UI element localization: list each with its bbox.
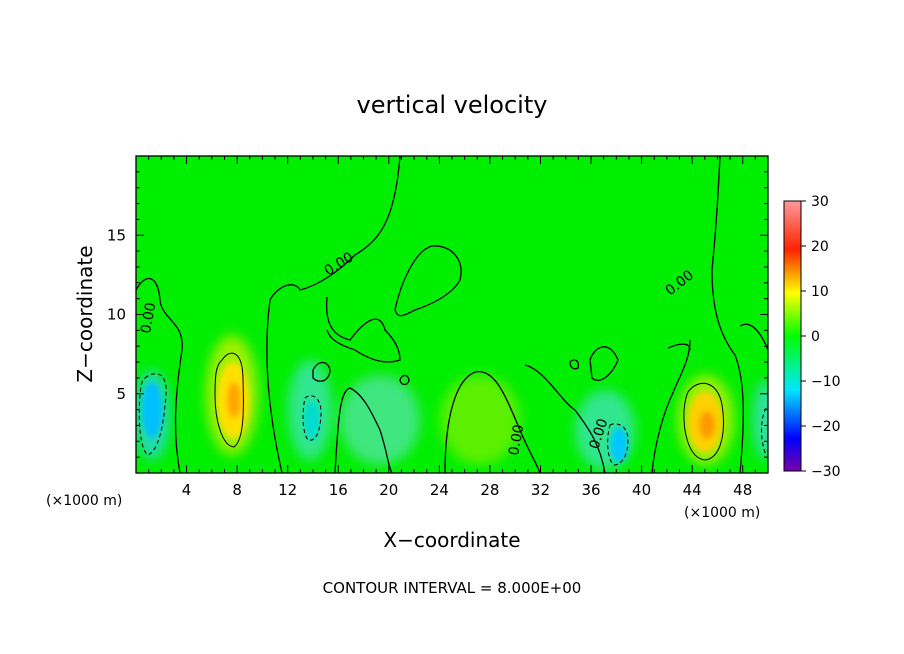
zero-contour [394, 245, 462, 317]
negative-contour [607, 423, 629, 466]
downdraft-core-right [610, 427, 628, 463]
contour-interval-note: CONTOUR INTERVAL = 8.000E+00 [323, 579, 582, 597]
negative-contour [138, 373, 167, 456]
zero-contours [136, 156, 768, 473]
colorbar: 30 20 10 0 −10 −20 −30 [783, 194, 841, 480]
zero-contour [136, 278, 183, 473]
weak-updraft-28 [440, 375, 520, 465]
x-tick-label: 16 [329, 481, 348, 499]
colorbar-tick-label: 0 [811, 329, 820, 345]
downdraft-center [340, 375, 420, 465]
y-tick-label: 5 [116, 385, 126, 403]
negative-contour [302, 395, 322, 441]
colorbar-tick-label: 30 [811, 194, 829, 210]
x-unit-label: (×1000 m) [684, 505, 760, 521]
x-tick-label: 44 [683, 481, 702, 499]
positive-contour [683, 382, 724, 461]
updraft-peak-left [227, 382, 241, 418]
zero-contour [334, 387, 393, 473]
colorbar-tick-label: 20 [811, 239, 829, 255]
zero-contour [667, 343, 691, 351]
positive-contour [214, 352, 244, 448]
colorbar-tick-label: −30 [811, 464, 841, 480]
downdraft-edge [753, 380, 768, 460]
y-tick-label: 15 [107, 226, 126, 244]
x-tick-label: 20 [379, 481, 398, 499]
colorbar-tick-label: 10 [811, 284, 829, 300]
zero-contour [444, 371, 541, 473]
contour-label: 0.00 [138, 301, 159, 334]
y-tick-label: 10 [107, 306, 126, 324]
zero-contour [739, 323, 768, 351]
updraft-peak-right [699, 411, 715, 439]
zero-contour [524, 364, 606, 473]
downdraft-core-mid [304, 400, 320, 440]
x-tick-label: 28 [480, 481, 499, 499]
zero-contour [312, 361, 331, 382]
downdraft-core-left [142, 382, 162, 438]
colorbar-gradient [783, 200, 802, 472]
zero-contour [266, 156, 401, 473]
zero-contour [651, 339, 691, 473]
x-tick-label: 32 [531, 481, 550, 499]
x-tick-label: 12 [278, 481, 297, 499]
plot-area: 0.00 0.00 0.00 0.00 0.00 [135, 155, 769, 474]
zero-contour [711, 156, 744, 473]
zero-contour [589, 346, 619, 381]
colorbar-tick-label: −10 [811, 374, 841, 390]
x-tick-label: 24 [430, 481, 449, 499]
zero-contour [399, 374, 410, 386]
x-tick-label: 36 [581, 481, 600, 499]
x-axis: 4 8 12 16 20 24 28 32 36 40 44 48 [148, 156, 756, 499]
x-tick-label: 40 [632, 481, 651, 499]
x-tick-label: 48 [733, 481, 752, 499]
x-tick-label: 8 [232, 481, 242, 499]
x-axis-label: X−coordinate [383, 528, 520, 552]
chart-title: vertical velocity [357, 91, 548, 119]
zero-contour [569, 359, 580, 370]
x-tick-label: 4 [182, 481, 192, 499]
y-axis: 5 10 15 [107, 171, 768, 458]
z-unit-label: (×1000 m) [46, 493, 122, 509]
y-axis-label: Z−coordinate [73, 245, 97, 382]
contour-label: 0.00 [506, 423, 527, 456]
zero-contour [325, 296, 401, 363]
colorbar-tick-label: −20 [811, 419, 841, 435]
negative-contour [761, 407, 767, 456]
